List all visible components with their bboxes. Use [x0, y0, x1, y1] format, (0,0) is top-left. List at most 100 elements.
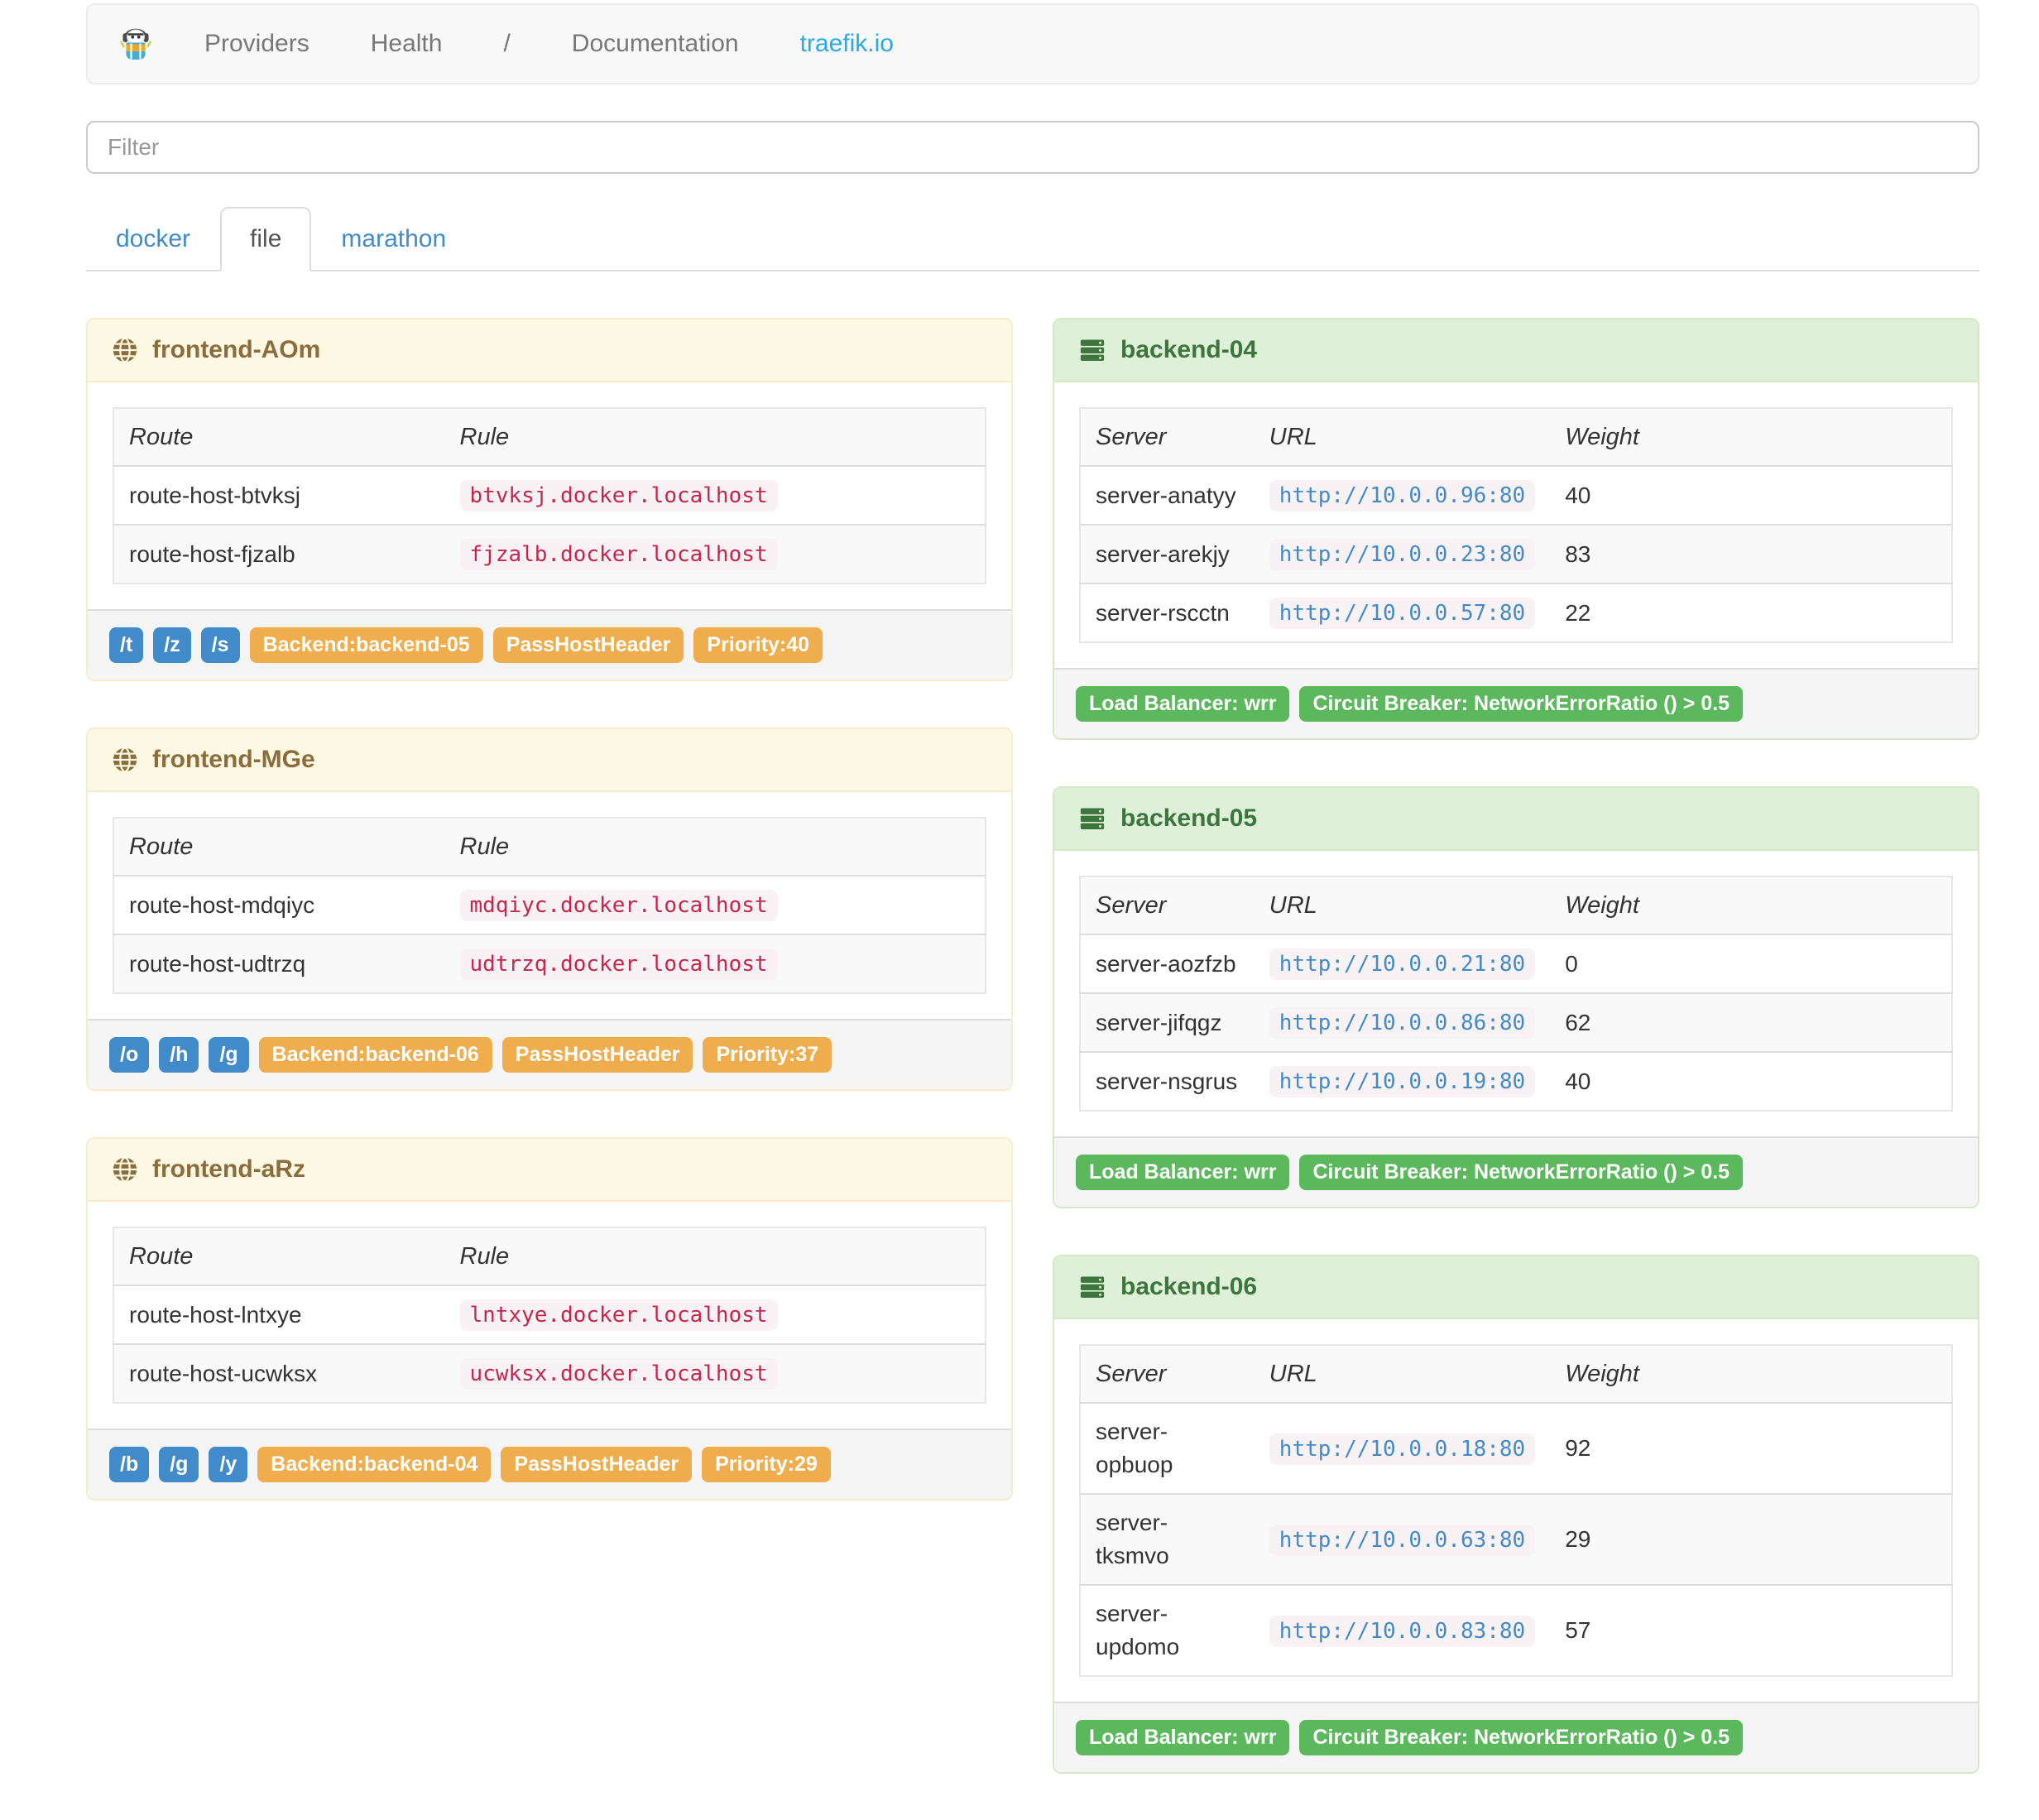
server-url-link[interactable]: http://10.0.0.86:80 — [1269, 1007, 1536, 1039]
server-url-link[interactable]: http://10.0.0.83:80 — [1269, 1615, 1536, 1647]
circuit-breaker-badge: Circuit Breaker: NetworkErrorRatio () > … — [1299, 686, 1744, 722]
load-balancer-badge: Load Balancer: wrr — [1076, 1155, 1290, 1190]
panel-title: frontend-aRz — [152, 1155, 305, 1183]
frontend-panel: frontend-MGe Route Rule route-host-mdqiyc md… — [86, 728, 1013, 1091]
route-row: route-host-lntxye lntxye.docker.localhost — [113, 1285, 986, 1344]
nav-link-traefik-io[interactable]: traefik.io — [799, 30, 894, 57]
column-header-server: Server — [1096, 892, 1167, 919]
column-header-route: Route — [129, 1243, 194, 1270]
frontend-panel-footer: /o/h/g Backend:backend-06 PassHostHeader Pr… — [88, 1019, 1011, 1089]
priority-badge: Priority:29 — [702, 1447, 831, 1482]
server-name: server-nsgrus — [1080, 1051, 1255, 1111]
provider-tabs: docker file marathon — [86, 207, 1979, 271]
route-name: route-host-udtrzq — [113, 934, 445, 993]
server-url-link[interactable]: http://10.0.0.63:80 — [1269, 1524, 1536, 1556]
server-weight: 29 — [1550, 1493, 1952, 1585]
frontends-column: frontend-AOm Route Rule route-host-btvksj bt… — [86, 318, 1013, 1547]
panel-title: backend-06 — [1120, 1273, 1258, 1300]
frontend-panel-body: Route Rule route-host-btvksj btvksj.docker.… — [88, 382, 1011, 609]
frontend-panel-footer: /b/g/y Backend:backend-04 PassHostHeader Pr… — [88, 1429, 1011, 1499]
server-weight: 83 — [1550, 524, 1952, 583]
backend-table: Server URL Weight server-anatyy http://10.0.… — [1079, 407, 1953, 643]
circuit-breaker-badge: Circuit Breaker: NetworkErrorRatio () > … — [1299, 1155, 1744, 1190]
route-name: route-host-fjzalb — [113, 524, 445, 583]
table-header-row: Server URL Weight — [1080, 1345, 1952, 1403]
server-name: server-rscctn — [1080, 583, 1255, 642]
server-url-cell: http://10.0.0.19:80 — [1254, 1051, 1551, 1111]
table-header-row: Server URL Weight — [1080, 408, 1952, 466]
route-badge: /y — [209, 1447, 248, 1482]
panel-title: frontend-AOm — [152, 336, 321, 363]
rule-cell: fjzalb.docker.localhost — [444, 524, 986, 583]
frontend-panel: frontend-aRz Route Rule route-host-lntxye ln… — [86, 1137, 1013, 1501]
server-url-link[interactable]: http://10.0.0.21:80 — [1269, 948, 1536, 980]
column-header-route: Route — [129, 424, 194, 450]
rule-cell: btvksj.docker.localhost — [444, 465, 986, 525]
nav-link-documentation[interactable]: Documentation — [571, 30, 739, 57]
nav-item: Documentation — [541, 30, 770, 58]
globe-icon — [111, 336, 139, 364]
server-url-link[interactable]: http://10.0.0.18:80 — [1269, 1433, 1536, 1465]
nav-link-slash[interactable]: / — [503, 30, 511, 57]
backend-panel-heading: backend-04 — [1054, 319, 1978, 382]
server-url-cell: http://10.0.0.96:80 — [1254, 465, 1551, 525]
column-header-url: URL — [1269, 424, 1317, 450]
server-weight: 57 — [1550, 1584, 1952, 1676]
nav-item: Providers — [174, 30, 340, 58]
backend-panel-body: Server URL Weight server-opbuop http://10.0.… — [1054, 1319, 1978, 1702]
frontend-panel-body: Route Rule route-host-mdqiyc mdqiyc.docker.… — [88, 792, 1011, 1019]
route-name: route-host-mdqiyc — [113, 875, 445, 934]
server-name: server-anatyy — [1080, 465, 1255, 525]
route-badge: /s — [200, 627, 240, 663]
backend-panel-heading: backend-06 — [1054, 1256, 1978, 1319]
backend-panel: backend-06 Server URL Weight server-opbuop ht… — [1053, 1255, 1979, 1774]
rule-code: fjzalb.docker.localhost — [459, 539, 778, 570]
server-url-link[interactable]: http://10.0.0.96:80 — [1269, 480, 1536, 511]
tab-item: file — [220, 207, 312, 271]
navbar-right-links: / Documentation traefik.io — [473, 30, 924, 58]
nav-item: Health — [340, 30, 473, 58]
tab-file[interactable]: file — [220, 207, 312, 271]
nav-link-health[interactable]: Health — [370, 30, 443, 57]
server-name: server-aozfzb — [1080, 934, 1255, 993]
column-header-server: Server — [1096, 1361, 1167, 1387]
backend-table: Server URL Weight server-opbuop http://10.0.… — [1079, 1344, 1953, 1677]
server-url-cell: http://10.0.0.21:80 — [1254, 934, 1551, 993]
server-row: server-arekjy http://10.0.0.23:80 83 — [1080, 524, 1952, 583]
server-url-cell: http://10.0.0.63:80 — [1254, 1493, 1551, 1585]
table-header-row: Server URL Weight — [1080, 876, 1952, 934]
server-url-link[interactable]: http://10.0.0.19:80 — [1269, 1066, 1536, 1097]
backend-panel-footer: Load Balancer: wrr Circuit Breaker: Netwo… — [1054, 668, 1978, 738]
tab-marathon[interactable]: marathon — [341, 225, 447, 252]
server-url-link[interactable]: http://10.0.0.23:80 — [1269, 539, 1536, 570]
nav-item: traefik.io — [770, 30, 924, 58]
traefik-logo[interactable] — [96, 25, 174, 63]
nav-link-providers[interactable]: Providers — [204, 30, 309, 57]
server-row: server-anatyy http://10.0.0.96:80 40 — [1080, 465, 1952, 525]
server-row: server-nsgrus http://10.0.0.19:80 40 — [1080, 1051, 1952, 1111]
tab-item: marathon — [311, 207, 476, 271]
server-url-link[interactable]: http://10.0.0.57:80 — [1269, 598, 1536, 629]
route-row: route-host-mdqiyc mdqiyc.docker.localhost — [113, 875, 986, 934]
backend-table: Server URL Weight server-aozfzb http://10.0.… — [1079, 876, 1953, 1112]
route-row: route-host-fjzalb fjzalb.docker.localhost — [113, 524, 986, 583]
tab-docker[interactable]: docker — [116, 225, 191, 252]
traefik-mascot-icon — [119, 25, 152, 63]
route-name: route-host-btvksj — [113, 465, 445, 525]
page-container: Providers Health / Documentation traefik.io… — [86, 3, 1979, 1820]
server-url-cell: http://10.0.0.86:80 — [1254, 992, 1551, 1052]
server-icon — [1077, 804, 1107, 833]
route-badge: /g — [159, 1447, 199, 1482]
frontend-panel-heading: frontend-AOm — [88, 319, 1011, 382]
server-row: server-rscctn http://10.0.0.57:80 22 — [1080, 583, 1952, 642]
passhostheader-badge: PassHostHeader — [501, 1037, 693, 1073]
server-weight: 92 — [1550, 1402, 1952, 1494]
server-weight: 0 — [1550, 934, 1952, 993]
filter-input[interactable] — [86, 121, 1979, 174]
frontend-panel-footer: /t/z/s Backend:backend-05 PassHostHeader Pr… — [88, 609, 1011, 679]
frontend-panel-heading: frontend-MGe — [88, 729, 1011, 792]
content-row: frontend-AOm Route Rule route-host-btvksj bt… — [86, 318, 1979, 1820]
panel-title: frontend-MGe — [152, 746, 315, 773]
route-name: route-host-ucwksx — [113, 1343, 445, 1403]
frontend-table: Route Rule route-host-mdqiyc mdqiyc.docker.… — [113, 817, 986, 994]
